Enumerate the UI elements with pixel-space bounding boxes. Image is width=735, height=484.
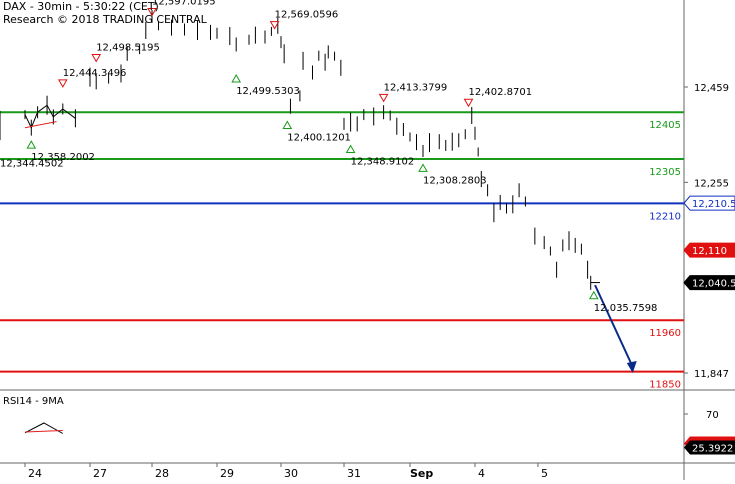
swing-low-label: 12,308.2803 (423, 175, 487, 186)
swing-low-label: 12,348.9102 (351, 156, 415, 167)
price-tag (683, 275, 735, 291)
swing-high-label: 12,597.0195 (152, 0, 216, 8)
price-tag-label: 12,210.5 (692, 199, 735, 210)
y-tick-label: 11,847 (694, 369, 729, 380)
swing-high-label: 12,402.8701 (469, 87, 533, 98)
price-tag-label: 12,040.5 (692, 279, 735, 290)
copyright-text: Research © 2018 TRADING CENTRAL (3, 13, 207, 26)
price-tag (683, 242, 735, 258)
price-tag-label: 12,110 (692, 246, 727, 257)
x-tick-label: 28 (155, 467, 169, 480)
swing-high-marker (91, 54, 102, 63)
x-tick-label: 27 (93, 467, 107, 480)
swing-low-label: 12,358.2002 (31, 152, 95, 163)
x-tick-label: 30 (284, 467, 298, 480)
arrow-head (626, 361, 637, 373)
price-candles (24, 104, 76, 129)
x-tick-label: 24 (28, 467, 42, 480)
y-tick-label: 12,255 (694, 178, 729, 189)
swing-low-label: 12,035.7598 (594, 303, 658, 314)
rsi-line (24, 422, 64, 434)
swing-low-label: 12,400.1201 (287, 133, 351, 144)
swing-low-label: 12,499.5303 (236, 86, 300, 97)
swing-low-marker (282, 120, 293, 130)
level-label: 11960 (649, 328, 681, 339)
x-tick-label: 5 (541, 467, 548, 480)
level-label: 11850 (649, 380, 681, 391)
projection-arrow (594, 284, 634, 368)
swing-high-marker (57, 79, 68, 88)
swing-high-label: 12,413.3799 (384, 82, 448, 93)
swing-high-marker (147, 8, 157, 17)
swing-high-marker (463, 98, 474, 108)
swing-low-marker (345, 144, 356, 153)
rsi-tag-label: 25.3922 (692, 443, 733, 454)
swing-high-marker (269, 21, 280, 30)
swing-high-label: 12,498.5195 (96, 43, 160, 54)
swing-high-label: 12,444.3496 (63, 68, 127, 79)
swing-low-marker (26, 140, 37, 149)
x-tick-label: Sep (410, 467, 433, 480)
level-label: 12210 (649, 211, 681, 222)
swing-low-label: 12,344.4502 (0, 159, 64, 170)
x-tick-label: 4 (478, 467, 485, 480)
rsi-ma-line (24, 430, 63, 433)
level-label: 12405 (649, 120, 681, 131)
swing-high-marker (378, 93, 389, 103)
chart-title: DAX - 30min - 5:30:22 (CET) (3, 0, 159, 13)
price-tag (683, 195, 735, 211)
rsi-tick-label: 70 (706, 410, 719, 421)
swing-high-label: 12,569.0596 (275, 10, 339, 21)
x-tick-label: 31 (347, 467, 361, 480)
swing-low-marker (588, 290, 599, 300)
y-tick-label: 12,459 (694, 83, 729, 94)
swing-low-marker (418, 163, 428, 172)
rsi-tag (684, 440, 735, 455)
level-label: 12305 (649, 167, 681, 178)
swing-low-marker (231, 74, 242, 83)
ma-fast-line (24, 121, 57, 129)
x-tick-label: 29 (220, 467, 234, 480)
rsi-title: RSI14 - 9MA (3, 396, 64, 407)
